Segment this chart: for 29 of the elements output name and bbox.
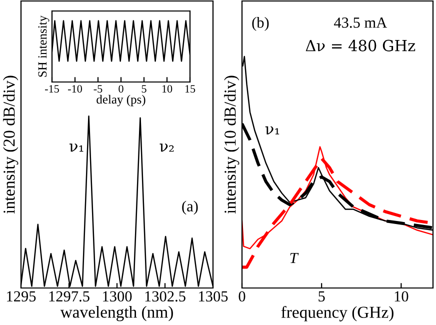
x-axis-title: delay (ps) — [96, 94, 146, 106]
y-axis-title: SH intensity — [38, 15, 50, 77]
x-tick-label: 5 — [142, 85, 146, 93]
text: 43.5 mA — [334, 18, 388, 28]
x-tick-label: 0 — [118, 85, 124, 93]
x-axis-title: frequency (GHz) — [281, 306, 394, 322]
x-tick-label: 1297.5 — [49, 291, 90, 302]
x-tick-label: -10 — [68, 85, 82, 93]
text: (b) — [252, 17, 269, 31]
x-tick-label: 10 — [162, 85, 172, 93]
annotation: ν₁ — [265, 126, 280, 134]
annotation: (a) — [182, 200, 198, 215]
x-tick-label: 1302.5 — [145, 291, 186, 302]
x-tick-label: 1300 — [103, 291, 132, 302]
y-axis-title: intensity (20 dB/div) — [3, 76, 18, 214]
x-tick-label: 0 — [238, 291, 246, 302]
x-tick-label: 15 — [185, 85, 196, 93]
x-tick-label: 1305 — [199, 291, 228, 302]
annotation: ν₁ — [70, 144, 84, 152]
y-axis-title: intensity (10 dB/div) — [224, 76, 240, 214]
x-tick-label: -15 — [45, 85, 59, 93]
text: Δν = 480 GHz — [306, 40, 416, 52]
annotation: T — [290, 252, 299, 263]
annotation: ν₂ — [160, 144, 174, 152]
x-tick-label: 5 — [318, 291, 325, 302]
x-tick-label: 1295 — [7, 291, 36, 302]
x-axis-title: wavelength (nm) — [60, 306, 173, 322]
x-tick-label: -5 — [94, 85, 102, 93]
x-tick-label: 10 — [394, 291, 408, 302]
